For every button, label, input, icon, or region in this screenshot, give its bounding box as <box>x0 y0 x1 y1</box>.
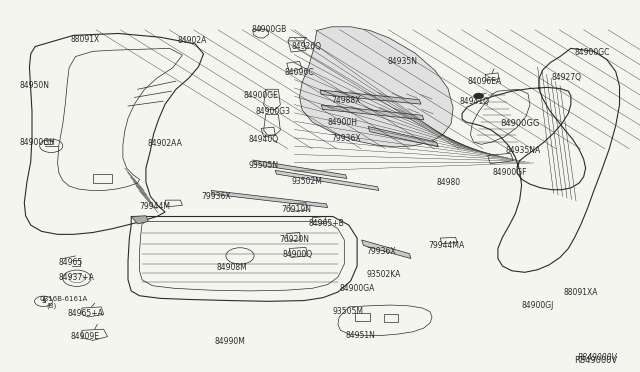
Text: 79944MA: 79944MA <box>429 241 465 250</box>
Text: 0B16B-6161A: 0B16B-6161A <box>40 296 88 302</box>
Text: 84990M: 84990M <box>214 337 245 346</box>
Polygon shape <box>362 240 411 259</box>
Text: 84941Q: 84941Q <box>460 97 490 106</box>
Text: 76920N: 76920N <box>279 235 309 244</box>
Text: 79936X: 79936X <box>332 134 361 143</box>
Circle shape <box>474 93 484 99</box>
Text: 84096EA: 84096EA <box>467 77 502 86</box>
Text: 84900GE: 84900GE <box>243 91 278 100</box>
Text: 84926Q: 84926Q <box>291 42 321 51</box>
Text: 84096C: 84096C <box>285 68 314 77</box>
Polygon shape <box>321 105 424 120</box>
Polygon shape <box>300 27 453 147</box>
Text: 88091XA: 88091XA <box>563 288 598 296</box>
Text: 84965+A: 84965+A <box>67 309 103 318</box>
Text: 84935N: 84935N <box>388 57 418 66</box>
Text: 79936X: 79936X <box>202 192 231 201</box>
Polygon shape <box>253 160 347 179</box>
Text: 84980: 84980 <box>436 178 461 187</box>
Text: 84902AA: 84902AA <box>147 139 182 148</box>
Text: 84935NA: 84935NA <box>506 146 541 155</box>
Text: 93502KA: 93502KA <box>366 270 401 279</box>
Text: 93505N: 93505N <box>248 161 278 170</box>
Text: 84937+A: 84937+A <box>59 273 95 282</box>
Text: (B): (B) <box>46 302 56 309</box>
Text: 84900GF: 84900GF <box>493 168 527 177</box>
Text: 84940Q: 84940Q <box>248 135 278 144</box>
Text: 84900GH: 84900GH <box>19 138 55 147</box>
Text: 84909E: 84909E <box>70 332 99 341</box>
Polygon shape <box>368 126 438 147</box>
Polygon shape <box>275 170 379 190</box>
Text: 84902A: 84902A <box>178 36 207 45</box>
Text: 93502M: 93502M <box>291 177 322 186</box>
Text: 84900Q: 84900Q <box>282 250 312 259</box>
Text: 79936X: 79936X <box>366 247 396 256</box>
Text: 84900GA: 84900GA <box>339 284 374 293</box>
Text: R849000V: R849000V <box>578 353 618 362</box>
Text: 84965+B: 84965+B <box>308 219 344 228</box>
Polygon shape <box>320 90 421 104</box>
Text: 84900GB: 84900GB <box>252 25 287 34</box>
Text: 88091X: 88091X <box>70 35 100 44</box>
Text: 84908M: 84908M <box>216 263 247 272</box>
Polygon shape <box>131 216 148 224</box>
Text: 76919N: 76919N <box>282 205 312 214</box>
Text: 84965: 84965 <box>59 258 83 267</box>
Text: 84950N: 84950N <box>19 81 49 90</box>
Text: 84951N: 84951N <box>346 331 376 340</box>
Text: 84900H: 84900H <box>328 118 358 127</box>
Text: 84900GJ: 84900GJ <box>522 301 554 310</box>
Text: 84900GG: 84900GG <box>500 119 540 128</box>
Text: 74988X: 74988X <box>332 96 361 105</box>
Text: 93505M: 93505M <box>333 307 364 316</box>
Polygon shape <box>211 190 328 208</box>
Text: 84900GC: 84900GC <box>575 48 610 57</box>
Text: S: S <box>41 299 46 304</box>
Text: 84900G3: 84900G3 <box>256 107 291 116</box>
Text: 79944M: 79944M <box>140 202 170 211</box>
Text: 84927Q: 84927Q <box>552 73 582 82</box>
Text: R849000V: R849000V <box>574 356 618 365</box>
